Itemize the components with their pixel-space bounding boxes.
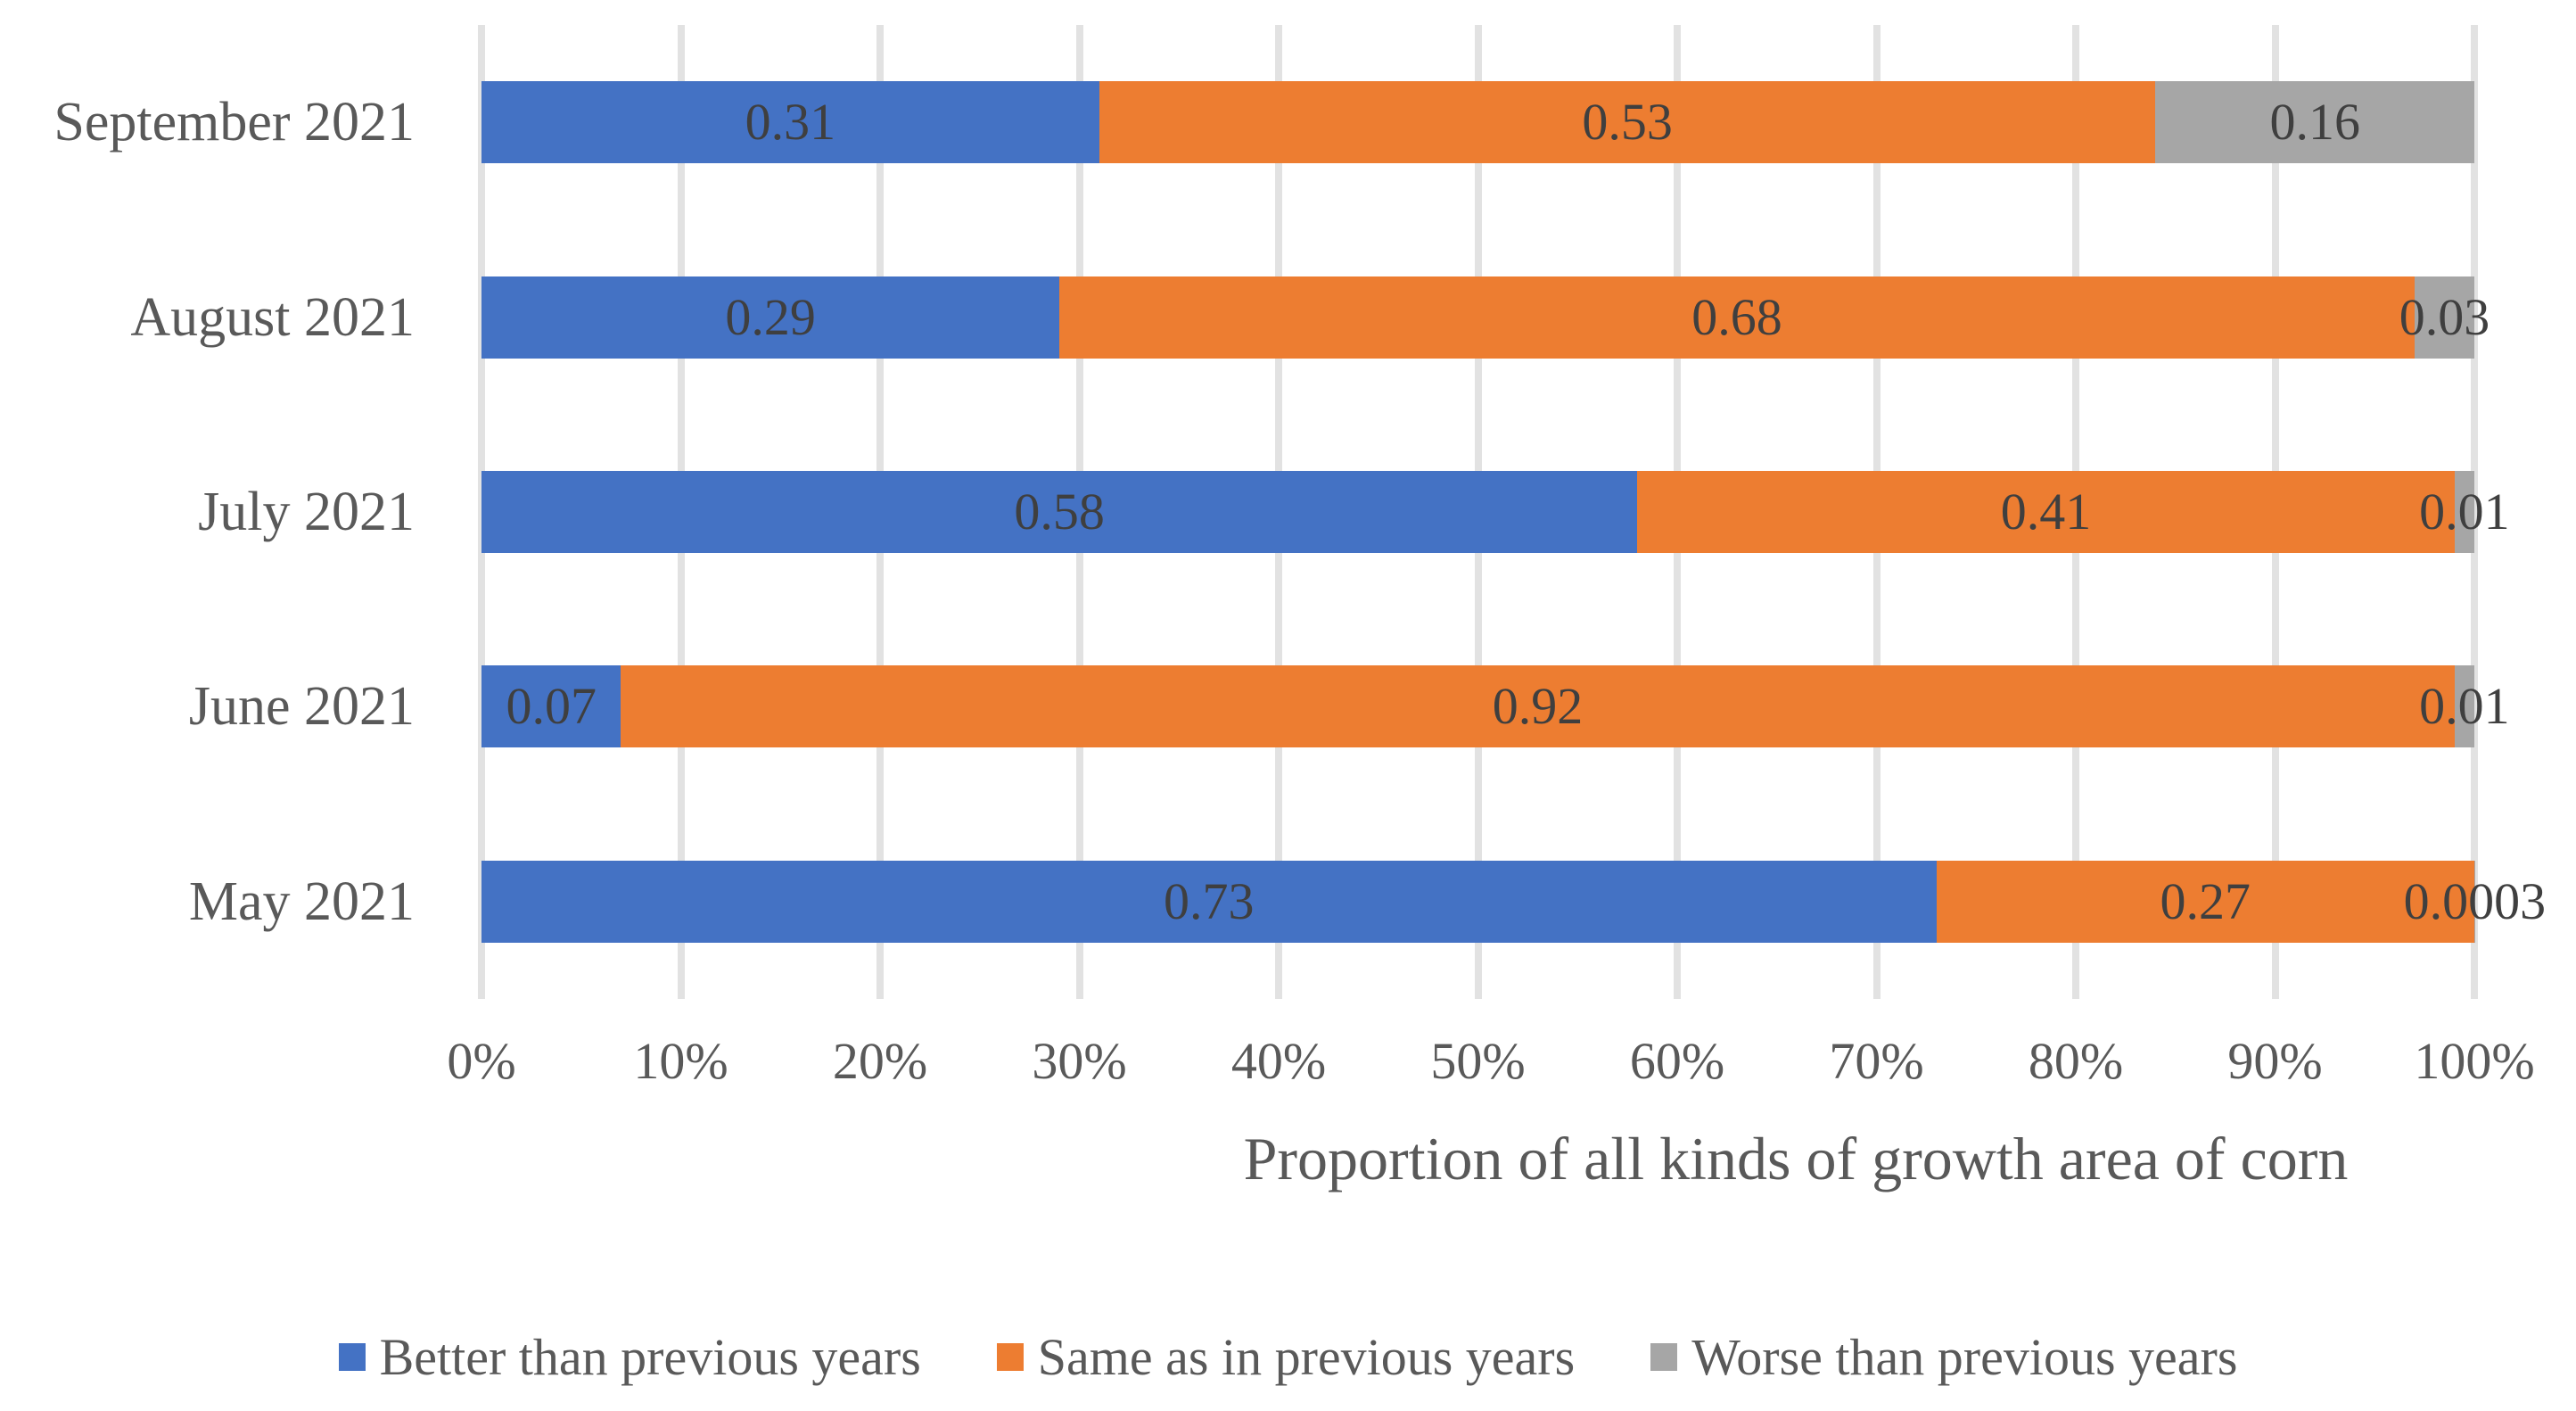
category-label: July 2021 <box>198 482 415 542</box>
legend-swatch <box>338 1343 366 1371</box>
x-axis-tick: 90% <box>2227 1032 2323 1090</box>
legend-swatch <box>996 1343 1024 1371</box>
bar-segment-worse <box>2454 665 2474 747</box>
x-axis-tick: 70% <box>1829 1032 1924 1090</box>
bar-segment-better <box>481 471 1638 553</box>
data-label: 0.53 <box>1582 93 1673 151</box>
gridline <box>2471 25 2478 999</box>
data-label: 0.31 <box>745 93 836 151</box>
bar-segment-better <box>481 276 1060 359</box>
x-axis-tick: 20% <box>832 1032 928 1090</box>
x-axis-tick: 100% <box>2414 1032 2535 1090</box>
bar-segment-same <box>1936 861 2474 943</box>
data-label: 0.0003 <box>2403 872 2547 930</box>
data-label: 0.03 <box>2399 288 2490 346</box>
legend-item: Better than previous years <box>338 1327 921 1387</box>
category-label: May 2021 <box>188 871 415 932</box>
bar-segment-same <box>621 665 2455 747</box>
data-label: 0.01 <box>2419 483 2510 540</box>
bar-segment-better <box>481 861 1937 943</box>
bar-segment-same <box>1059 276 2415 359</box>
legend-label: Same as in previous years <box>1037 1328 1576 1386</box>
bar-row: 0.58 0.41 0.01 <box>481 471 2510 553</box>
bar-segment-worse <box>2414 276 2474 359</box>
x-axis-tick: 50% <box>1430 1032 1526 1090</box>
bar-segment-worse <box>2155 81 2474 163</box>
y-axis-category-labels: September 2021 August 2021 July 2021 June 2… <box>0 25 450 999</box>
plot-area: 0.31 0.53 0.16 0.29 0.68 0.03 0.58 0.41 0.01 0.07… <box>478 25 2546 999</box>
data-label: 0.58 <box>1014 483 1105 540</box>
x-axis-tick: 0% <box>447 1032 516 1090</box>
data-label: 0.27 <box>2160 872 2251 930</box>
bar-segment-better <box>481 665 621 747</box>
bar-row: 0.31 0.53 0.16 <box>481 81 2474 163</box>
data-label: 0.73 <box>1164 872 1255 930</box>
legend: Better than previous years Same as in pre… <box>0 1327 2576 1387</box>
x-axis-tick: 30% <box>1032 1032 1127 1090</box>
data-label: 0.29 <box>725 288 816 346</box>
legend-label: Better than previous years <box>379 1328 921 1386</box>
legend-item: Same as in previous years <box>996 1327 1576 1387</box>
data-label: 0.16 <box>2269 93 2360 151</box>
bar-segment-worse <box>2454 471 2474 553</box>
bar-row: 0.73 0.27 0.0003 <box>481 861 2546 943</box>
category-label: September 2021 <box>53 92 415 153</box>
legend-label: Worse than previous years <box>1691 1328 2238 1386</box>
data-label: 0.01 <box>2419 677 2510 735</box>
x-axis-tick: 10% <box>633 1032 728 1090</box>
category-label: June 2021 <box>188 676 415 737</box>
bar-row: 0.29 0.68 0.03 <box>481 276 2490 359</box>
bar-segment-same <box>1637 471 2455 553</box>
bar-segment-worse <box>2474 861 2475 943</box>
data-label: 0.92 <box>1492 677 1584 735</box>
category-label: August 2021 <box>130 287 415 348</box>
legend-swatch <box>1650 1343 1678 1371</box>
x-axis-title: Proportion of all kinds of growth area o… <box>1243 1125 2349 1192</box>
x-axis-tick: 40% <box>1230 1032 1327 1090</box>
bar-segment-same <box>1099 81 2156 163</box>
data-label: 0.07 <box>506 677 597 735</box>
bar-row: 0.07 0.92 0.01 <box>481 665 2510 747</box>
bar-segment-better <box>481 81 1099 163</box>
data-label: 0.41 <box>2000 483 2092 540</box>
legend-item: Worse than previous years <box>1650 1327 2237 1387</box>
x-axis-tick: 80% <box>2028 1032 2124 1090</box>
x-axis-tick: 60% <box>1629 1032 1725 1090</box>
data-label: 0.68 <box>1691 288 1782 346</box>
